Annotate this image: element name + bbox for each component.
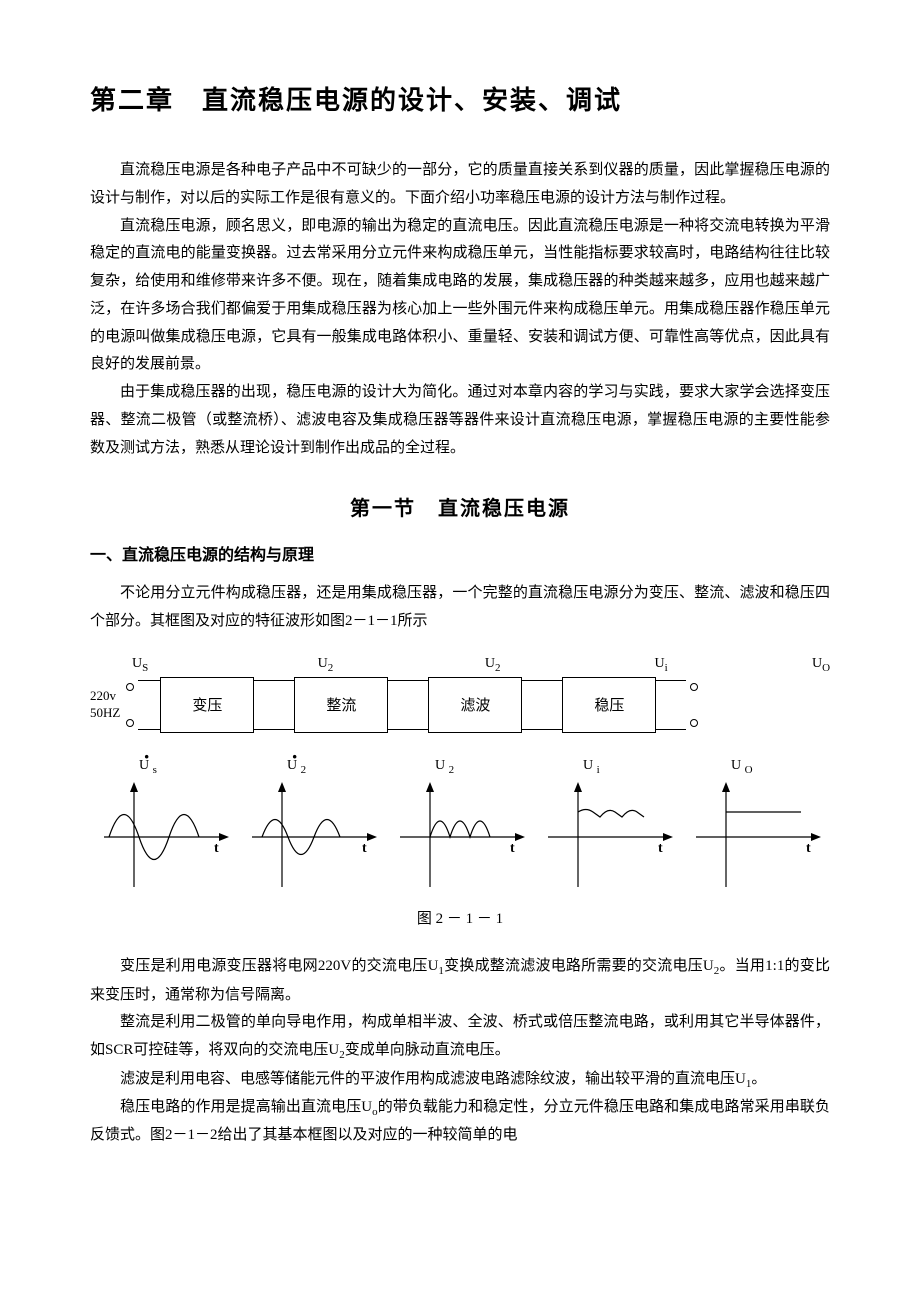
svg-text:t: t [214,841,219,856]
block-diagram: US U2 U2 Ui UO 220v 50HZ 变压 整流 滤波 稳压 U s [90,656,830,929]
paragraph-6: 整流是利用二极管的单向导电作用，构成单相半波、全波、桥式或倍压整流电路，或利用其… [90,1009,830,1065]
section-1-title: 第一节 直流稳压电源 [90,492,830,521]
wave-regulated: U O t [686,758,826,898]
wave-ac-secondary: U 2 t [242,758,382,898]
paragraph-5: 变压是利用电源变压器将电网220V的交流电压U1变换成整流滤波电路所需要的交流电… [90,953,830,1009]
figure-caption: 图 2 － 1 － 1 [90,907,830,928]
input-spec: 220v 50HZ [90,688,120,722]
block-regulator: 稳压 [562,677,656,733]
subheading-1: 一、直流稳压电源的结构与原理 [90,541,830,565]
chapter-title: 第二章 直流稳压电源的设计、安装、调试 [90,80,830,117]
paragraph-7: 滤波是利用电容、电感等储能元件的平波作用构成滤波电路滤除纹波，输出较平滑的直流电… [90,1066,830,1094]
paragraph-8: 稳压电路的作用是提高输出直流电压Uo的带负载能力和稳定性，分立元件稳压电路和集成… [90,1094,830,1150]
svg-text:t: t [362,841,367,856]
svg-text:t: t [510,841,515,856]
svg-text:t: t [658,841,663,856]
waveform-row: U s t U 2 t U 2 [90,758,830,898]
paragraph-4: 不论用分立元件构成稳压器，还是用集成稳压器，一个完整的直流稳压电源分为变压、整流… [90,580,830,636]
svg-text:t: t [806,841,811,856]
paragraph-3: 由于集成稳压器的出现，稳压电源的设计大为简化。通过对本章内容的学习与实践，要求大… [90,379,830,462]
wave-ac-input: U s t [94,758,234,898]
wave-rectified: U 2 t [390,758,530,898]
paragraph-2: 直流稳压电源，顾名思义，即电源的输出为稳定的直流电压。因此直流稳压电源是一种将交… [90,213,830,380]
block-labels: US U2 U2 Ui UO [132,656,830,674]
block-transformer: 变压 [160,677,254,733]
paragraph-1: 直流稳压电源是各种电子产品中不可缺少的一部分，它的质量直接关系到仪器的质量，因此… [90,157,830,213]
wave-filtered: U i t [538,758,678,898]
block-filter: 滤波 [428,677,522,733]
block-rectifier: 整流 [294,677,388,733]
